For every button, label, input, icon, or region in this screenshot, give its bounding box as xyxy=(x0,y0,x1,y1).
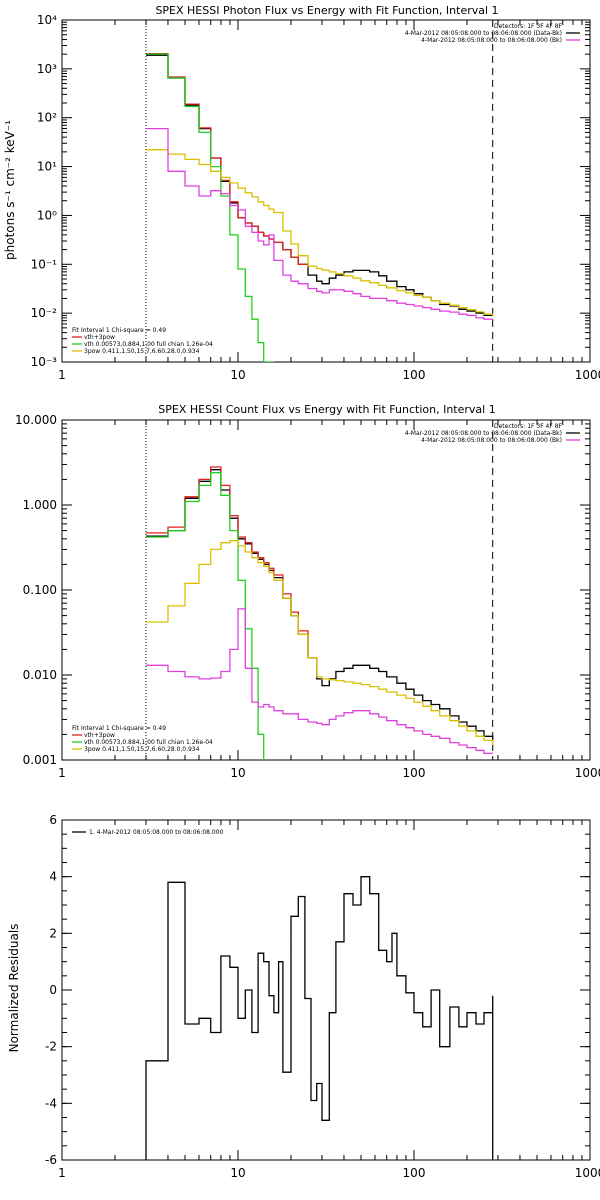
y-tick-label: 0.010 xyxy=(23,668,57,682)
series-3pow-line xyxy=(146,149,494,317)
y-tick-label: 2 xyxy=(49,926,57,940)
legend-text: Detectors: 1F 3F 4F 8F xyxy=(494,423,563,430)
plot-frame xyxy=(61,419,591,761)
y-tick-label: -4 xyxy=(45,1096,57,1110)
y-tick-label: 10⁻² xyxy=(31,306,58,320)
x-tick-label: 10 xyxy=(230,1166,245,1180)
y-tick-label: 0.001 xyxy=(23,753,57,767)
count-flux-panel: SPEX HESSI Count Flux vs Energy with Fit… xyxy=(15,403,600,780)
x-tick-label: 100 xyxy=(403,1166,426,1180)
legend-text: 4-Mar-2012 08:05:08.000 to 08:06:08.000 … xyxy=(405,30,562,37)
y-tick-label: 10³ xyxy=(37,62,57,76)
x-tick-label: 1 xyxy=(58,766,66,780)
fit-legend-header: Fit Interval 1 Chi-square = 0.49 xyxy=(72,327,166,334)
fit-legend-label: 3pow 0.411,1.50,15.7,6.60,28.0,0.934 xyxy=(84,746,200,753)
y-axis-label: Normalized Residuals xyxy=(7,924,21,1053)
y-tick-label: 4 xyxy=(49,870,57,884)
series-3pow-line xyxy=(146,540,494,745)
legend-text: 4-Mar-2012 08:05:08.000 to 08:06:08.000 … xyxy=(421,37,562,44)
series-data-bk-line xyxy=(146,54,493,317)
y-tick-label: 10⁴ xyxy=(37,13,57,27)
series-bk-line xyxy=(146,608,493,754)
x-tick-label: 1 xyxy=(58,368,66,382)
y-tick-label: 1.000 xyxy=(23,498,57,512)
legend-text: Detectors: 1F 3F 4F 8F xyxy=(494,23,563,30)
y-tick-label: -6 xyxy=(45,1153,57,1167)
y-tick-label: 10² xyxy=(37,111,57,125)
series-vth-3pow-line xyxy=(146,52,309,268)
fit-legend-label: 3pow 0.411,1.50,15.7,6.60,28.0,0.934 xyxy=(84,348,200,355)
fit-legend-label: vth+3pow xyxy=(84,334,115,341)
series-data-bk-line xyxy=(146,469,494,741)
y-tick-label: 10⁰ xyxy=(37,208,57,222)
photon-flux-panel: SPEX HESSI Photon Flux vs Energy with Fi… xyxy=(3,4,600,382)
y-tick-label: 6 xyxy=(49,813,57,827)
y-tick-label: 10¹ xyxy=(37,160,57,174)
legend-text: 4-Mar-2012 08:05:08.000 to 08:06:08.000 … xyxy=(405,430,562,437)
x-tick-label: 100 xyxy=(403,766,426,780)
y-tick-label: 10⁻¹ xyxy=(31,257,58,271)
series-1-4-mar-2012-08-05-08-000-to-08-06-08-000-line xyxy=(145,876,494,1160)
series-bk-line xyxy=(146,127,494,321)
chart-title: SPEX HESSI Count Flux vs Energy with Fit… xyxy=(158,403,495,416)
x-tick-label: 100 xyxy=(403,368,426,382)
plot-frame xyxy=(61,819,591,1161)
x-tick-label: 1 xyxy=(58,1166,66,1180)
residual-legend-label: 1. 4-Mar-2012 08:05:08.000 to 08:06:08.0… xyxy=(89,829,224,836)
fit-legend-label: vth 0.00573,0.884,1.00 full chian 1.26e-… xyxy=(84,739,213,746)
y-tick-label: 0 xyxy=(49,983,57,997)
y-tick-label: -2 xyxy=(45,1040,57,1054)
fit-legend-header: Fit Interval 1 Chi-square = 0.49 xyxy=(72,725,166,732)
series-vth-line xyxy=(146,53,274,362)
x-tick-label: 10 xyxy=(230,766,245,780)
x-tick-label: 10 xyxy=(230,368,245,382)
plot-frame xyxy=(61,19,591,363)
y-tick-label: 0.100 xyxy=(23,583,57,597)
series-vth-line xyxy=(146,472,265,760)
y-tick-label: 10⁻³ xyxy=(31,355,58,369)
legend-text: 4-Mar-2012 08:05:08.000 to 08:06:08.000 … xyxy=(421,437,562,444)
fit-legend-label: vth+3pow xyxy=(84,732,115,739)
chart-title: SPEX HESSI Photon Flux vs Energy with Fi… xyxy=(155,4,498,17)
fit-legend-label: vth 0.00573,0.884,1.00 full chian 1.26e-… xyxy=(84,341,213,348)
y-tick-label: 10.000 xyxy=(15,413,57,427)
y-axis-label: photons s⁻¹ cm⁻² keV⁻¹ xyxy=(3,120,17,260)
